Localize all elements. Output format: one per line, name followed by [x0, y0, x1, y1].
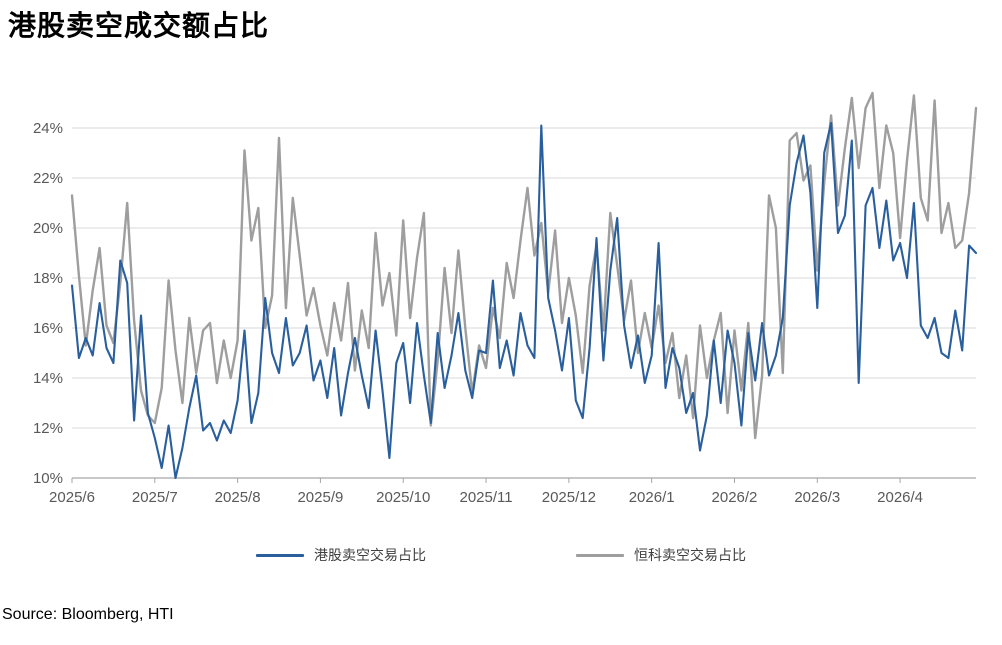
series-line-1	[70, 91, 978, 440]
legend-swatch-hstech	[576, 553, 624, 557]
y-tick-label: 22%	[33, 170, 63, 187]
chart-legend: 港股卖空交易占比 恒科卖空交易占比	[0, 545, 1002, 565]
x-tick-label: 2025/10	[376, 489, 430, 506]
page-title: 港股卖空成交额占比	[8, 11, 270, 42]
legend-item-hk: 港股卖空交易占比	[256, 545, 426, 565]
x-tick-label: 2026/4	[877, 489, 923, 506]
x-tick-label: 2026/2	[712, 489, 758, 506]
y-tick-label: 12%	[33, 420, 63, 437]
x-tick-label: 2025/8	[215, 489, 261, 506]
legend-label-hk: 港股卖空交易占比	[314, 549, 426, 564]
x-tick-label: 2025/11	[459, 489, 512, 506]
x-tick-label: 2026/3	[794, 489, 840, 506]
chart-svg: 10% 12% 14% 16% 18% 20% 22% 24% 2025/6 2025/7 2025…	[33, 91, 978, 506]
series-line-0	[70, 121, 978, 480]
x-tick-label: 2025/12	[542, 489, 596, 506]
chart-area: 10% 12% 14% 16% 18% 20% 22% 24% 2025/6 2025/7 2025…	[14, 78, 989, 518]
legend-label-hstech: 恒科卖空交易占比	[634, 549, 746, 564]
y-tick-label: 14%	[33, 370, 63, 387]
y-tick-label: 16%	[33, 320, 63, 337]
x-tick-label: 2026/1	[629, 489, 675, 506]
x-tick-label: 2025/7	[132, 489, 178, 506]
source-note: Source: Bloomberg, HTI	[2, 606, 174, 623]
x-tick-label: 2025/6	[49, 489, 95, 506]
legend-item-hstech: 恒科卖空交易占比	[576, 545, 746, 565]
y-tick-label: 10%	[33, 470, 63, 487]
y-tick-label: 20%	[33, 220, 63, 237]
y-tick-label: 18%	[33, 270, 63, 287]
x-tick-label: 2025/9	[297, 489, 343, 506]
y-tick-label: 24%	[33, 120, 63, 137]
legend-swatch-hk	[256, 553, 304, 557]
